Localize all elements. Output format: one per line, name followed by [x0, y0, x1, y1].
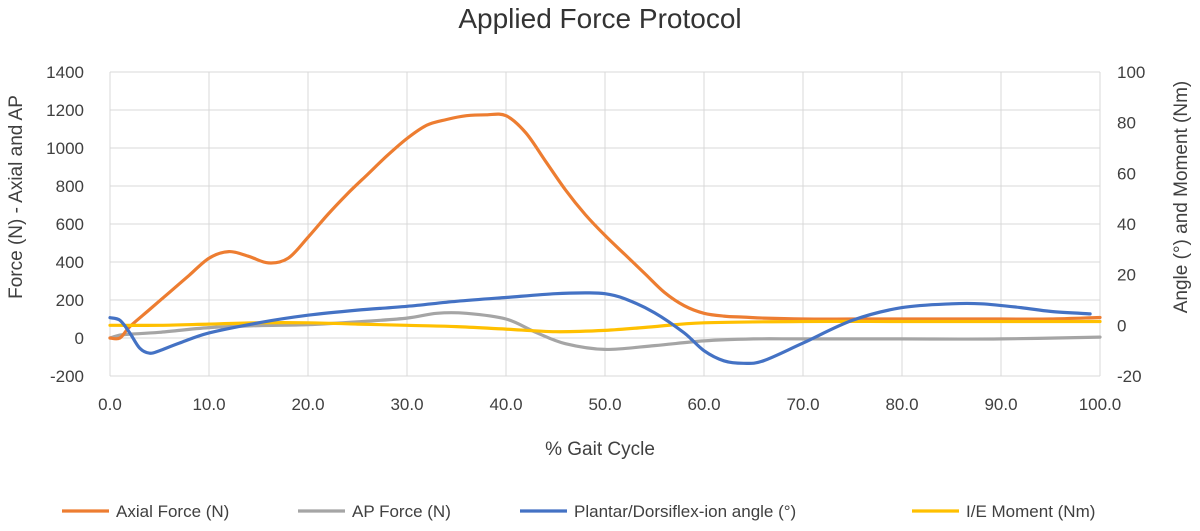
x-tick-label: 20.0 [291, 395, 324, 414]
y-tick-label: 1000 [46, 139, 84, 158]
y2-tick-label: 80 [1117, 114, 1136, 133]
x-tick-label: 100.0 [1079, 395, 1122, 414]
series-lines [108, 112, 1102, 366]
y-tick-label: 1200 [46, 101, 84, 120]
y-tick-label: 400 [56, 253, 84, 272]
x-tick-label: 80.0 [885, 395, 918, 414]
legend-label-axial-force-n: Axial Force (N) [116, 502, 229, 521]
x-tick-label: 10.0 [192, 395, 225, 414]
y2-tick-label: 0 [1117, 316, 1126, 335]
x-tick-label: 60.0 [687, 395, 720, 414]
x-tick-label: 70.0 [786, 395, 819, 414]
y2-axis-label: Angle (°) and Moment (Nm) [1171, 81, 1192, 314]
y2-tick-label: 100 [1117, 63, 1145, 82]
legend-label-ap-force-n: AP Force (N) [352, 502, 451, 521]
tick-labels: 0.0 10.0 20.0 30.0 40.0 50.0 60.0 70.0 80.0 90.0 1… [46, 63, 1145, 414]
x-tick-label: 30.0 [390, 395, 423, 414]
y2-tick-label: 60 [1117, 164, 1136, 183]
x-tick-label: 50.0 [588, 395, 621, 414]
y2-tick-label: 40 [1117, 215, 1136, 234]
y-tick-label: -200 [50, 367, 84, 386]
y-axis-label: Force (N) - Axial and AP [6, 95, 27, 299]
chart-title: Applied Force Protocol [458, 3, 741, 34]
series-line-plantar-dorsiflex-ion-angle [108, 291, 1092, 366]
y2-tick-label: 20 [1117, 266, 1136, 285]
y2-tick-label: -20 [1117, 367, 1142, 386]
x-axis-label: % Gait Cycle [545, 439, 655, 460]
x-tick-label: 90.0 [984, 395, 1017, 414]
y-tick-label: 200 [56, 291, 84, 310]
y-tick-label: 800 [56, 177, 84, 196]
x-tick-label: 0.0 [98, 395, 122, 414]
legend: Axial Force (N) AP Force (N) Plantar/Dorsi… [62, 502, 1095, 521]
legend-label-i-e-moment-nm: I/E Moment (Nm) [966, 502, 1095, 521]
legend-label-plantar-dorsiflex-ion-angle: Plantar/Dorsiflex-ion angle (°) [574, 502, 796, 521]
y-tick-label: 600 [56, 215, 84, 234]
series-line-axial-force-n [108, 112, 1102, 341]
x-tick-label: 40.0 [489, 395, 522, 414]
y-tick-label: 1400 [46, 63, 84, 82]
y-tick-label: 0 [75, 329, 84, 348]
series-line-ap-force-n [108, 311, 1102, 352]
